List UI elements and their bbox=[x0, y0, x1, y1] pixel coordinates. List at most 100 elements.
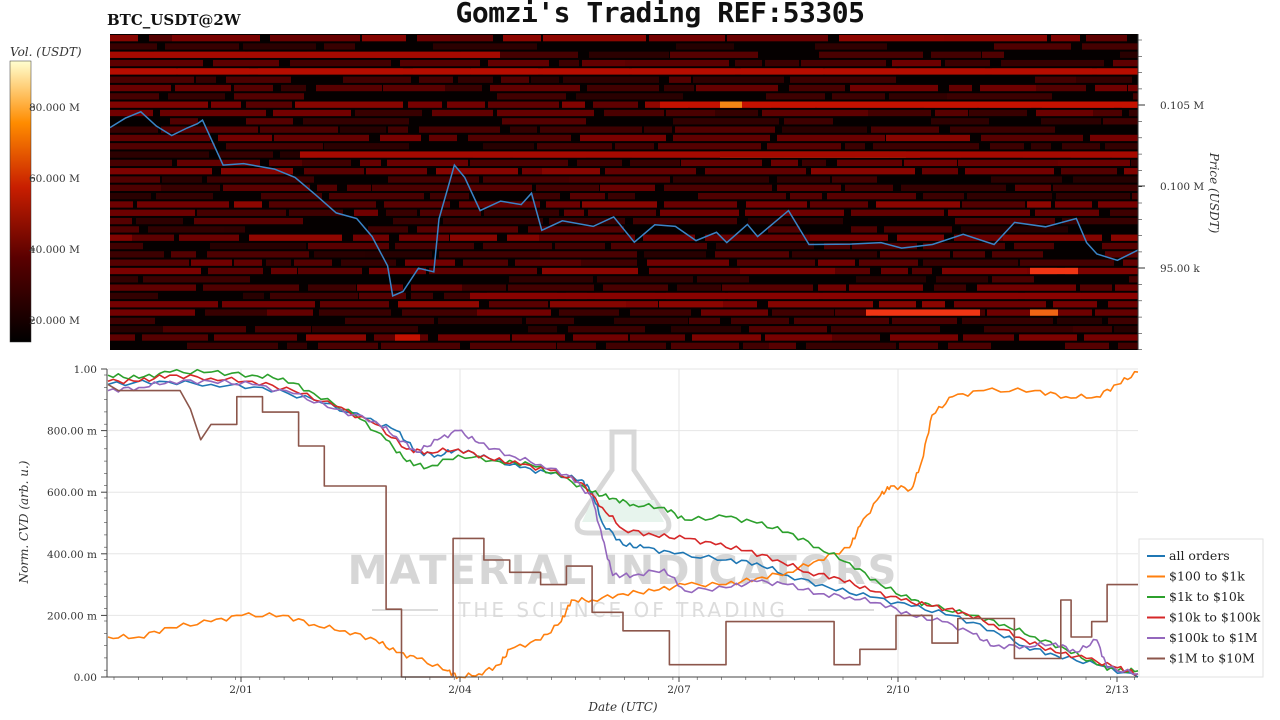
heatmap-cell bbox=[1129, 109, 1138, 117]
heatmap-cell bbox=[1129, 276, 1138, 283]
heatmap-cell bbox=[1055, 201, 1092, 208]
heatmap-cell bbox=[243, 292, 264, 300]
heatmap-cell bbox=[319, 309, 391, 316]
heatmap-cell bbox=[1065, 267, 1138, 275]
heatmap-cell bbox=[156, 193, 213, 200]
heatmap-cell bbox=[298, 267, 362, 275]
heatmap-cell bbox=[110, 309, 195, 316]
heatmap-cell bbox=[484, 209, 559, 216]
heatmap-cell bbox=[347, 184, 371, 191]
heatmap-cell bbox=[308, 242, 389, 250]
heatmap-cell bbox=[234, 84, 273, 92]
x-tick-label: 2/13 bbox=[1105, 684, 1129, 696]
heatmap-cell bbox=[368, 226, 408, 233]
series-line bbox=[107, 370, 1139, 680]
heatmap-cell bbox=[606, 342, 666, 349]
heatmap-cell bbox=[1131, 159, 1138, 167]
heatmap-cell bbox=[991, 176, 1062, 183]
heatmap-cell bbox=[647, 259, 729, 266]
y-tick-label: 0.00 bbox=[74, 672, 97, 684]
heatmap-cell bbox=[1132, 193, 1138, 200]
heatmap-cell bbox=[388, 126, 408, 133]
heatmap-cell bbox=[922, 301, 945, 308]
heatmap-cell bbox=[827, 193, 916, 200]
heatmap-cell bbox=[1062, 143, 1100, 150]
heatmap-cell bbox=[1015, 184, 1051, 191]
heatmap-cell bbox=[604, 109, 664, 117]
heatmap-cell bbox=[569, 176, 670, 183]
heatmap-cell bbox=[266, 259, 291, 266]
heatmap-cell bbox=[137, 201, 229, 208]
heatmap-cell bbox=[955, 217, 1055, 225]
heatmap-cell bbox=[419, 76, 453, 83]
heatmap-cell bbox=[630, 159, 680, 167]
heatmap-cell bbox=[497, 109, 594, 117]
heatmap-cell bbox=[540, 126, 642, 133]
heatmap-cell bbox=[1118, 342, 1138, 349]
heatmap-cell bbox=[777, 176, 830, 183]
heatmap-cell bbox=[766, 93, 825, 100]
heatmap-cell bbox=[1133, 93, 1138, 100]
heatmap-cell bbox=[772, 309, 834, 316]
heatmap-cell bbox=[879, 301, 916, 308]
heatmap-cell bbox=[458, 76, 493, 83]
heatmap-liquidity-band bbox=[866, 309, 980, 316]
legend-entry: $100 to $1k bbox=[1169, 569, 1245, 584]
heatmap-cell bbox=[789, 84, 845, 92]
heatmap-cell bbox=[705, 234, 810, 241]
heatmap-cell bbox=[664, 184, 772, 191]
heatmap-cell bbox=[605, 168, 696, 175]
heatmap-cell bbox=[559, 309, 619, 316]
heatmap-cell bbox=[226, 76, 291, 83]
heatmap-liquidity-band bbox=[1030, 309, 1058, 316]
heatmap-cell bbox=[782, 126, 867, 133]
heatmap-cell bbox=[689, 317, 720, 325]
heatmap-cell bbox=[512, 334, 565, 341]
heatmap-cell bbox=[488, 101, 559, 108]
heatmap-cell bbox=[536, 184, 599, 191]
heatmap-liquidity-band bbox=[110, 51, 500, 58]
heatmap-cell bbox=[386, 209, 417, 216]
heatmap-cell bbox=[1035, 209, 1099, 216]
heatmap-cell bbox=[1019, 334, 1077, 341]
heatmap-cell bbox=[790, 193, 822, 200]
heatmap-cell bbox=[1057, 317, 1102, 325]
colorbar-tick-label: 20.000 M bbox=[29, 315, 80, 327]
heatmap-cell bbox=[502, 118, 586, 125]
heatmap-cell bbox=[765, 59, 799, 67]
volume-colorbar: Vol. (USDT) 80.000 M 60.000 M 40.000 M 20.0… bbox=[9, 45, 82, 343]
heatmap-cell bbox=[432, 109, 493, 117]
heatmap-cell bbox=[892, 317, 957, 325]
heatmap-cell bbox=[614, 317, 688, 325]
heatmap-cell bbox=[508, 284, 594, 291]
heatmap-cell bbox=[417, 35, 450, 42]
heatmap-cell bbox=[420, 209, 481, 216]
heatmap-cell bbox=[802, 159, 826, 167]
heatmap-cell bbox=[749, 326, 827, 333]
heatmap-cell bbox=[459, 201, 540, 208]
heatmap-cell bbox=[1036, 84, 1086, 92]
heatmap-cell bbox=[743, 342, 769, 349]
heatmap-cell bbox=[693, 76, 784, 83]
heatmap-cell bbox=[179, 234, 239, 241]
heatmap-cell bbox=[281, 84, 306, 92]
heatmap-cell bbox=[110, 301, 218, 308]
heatmap-cell bbox=[723, 301, 757, 308]
heatmap-cell bbox=[564, 209, 584, 216]
heatmap-cell bbox=[1001, 59, 1104, 67]
heatmap-cell bbox=[318, 342, 378, 349]
colorbar-tick-label: 80.000 M bbox=[29, 102, 80, 114]
heatmap-cell bbox=[697, 276, 749, 283]
heatmap-cell bbox=[408, 101, 442, 108]
heatmap-cell bbox=[221, 168, 293, 175]
heatmap-cell bbox=[280, 151, 317, 158]
colorbar-label: Vol. (USDT) bbox=[10, 45, 82, 59]
heatmap-cell bbox=[306, 334, 366, 341]
heatmap-cell bbox=[669, 76, 691, 83]
heatmap-cell bbox=[219, 151, 273, 158]
heatmap-cell bbox=[1051, 35, 1080, 42]
heatmap-cell bbox=[944, 35, 1047, 42]
heatmap-cell bbox=[1003, 234, 1102, 241]
heatmap-cell bbox=[539, 234, 635, 241]
heatmap-cell bbox=[175, 84, 231, 92]
